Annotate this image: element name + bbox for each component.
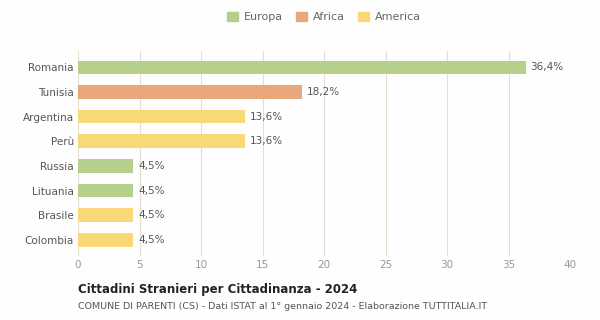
Bar [78, 159, 133, 173]
Text: 4,5%: 4,5% [138, 235, 165, 245]
Bar [78, 134, 245, 148]
Text: 13,6%: 13,6% [250, 112, 283, 122]
Bar [78, 233, 133, 247]
Text: Cittadini Stranieri per Cittadinanza - 2024: Cittadini Stranieri per Cittadinanza - 2… [78, 283, 358, 296]
Text: 13,6%: 13,6% [250, 136, 283, 146]
Text: 18,2%: 18,2% [307, 87, 340, 97]
Text: 4,5%: 4,5% [138, 161, 165, 171]
Bar [78, 60, 526, 74]
Text: COMUNE DI PARENTI (CS) - Dati ISTAT al 1° gennaio 2024 - Elaborazione TUTTITALIA: COMUNE DI PARENTI (CS) - Dati ISTAT al 1… [78, 302, 487, 311]
Text: 4,5%: 4,5% [138, 186, 165, 196]
Text: 36,4%: 36,4% [530, 62, 564, 72]
Bar [78, 184, 133, 197]
Legend: Europa, Africa, America: Europa, Africa, America [227, 12, 421, 22]
Bar [78, 110, 245, 124]
Text: 4,5%: 4,5% [138, 210, 165, 220]
Bar [78, 208, 133, 222]
Bar [78, 85, 302, 99]
